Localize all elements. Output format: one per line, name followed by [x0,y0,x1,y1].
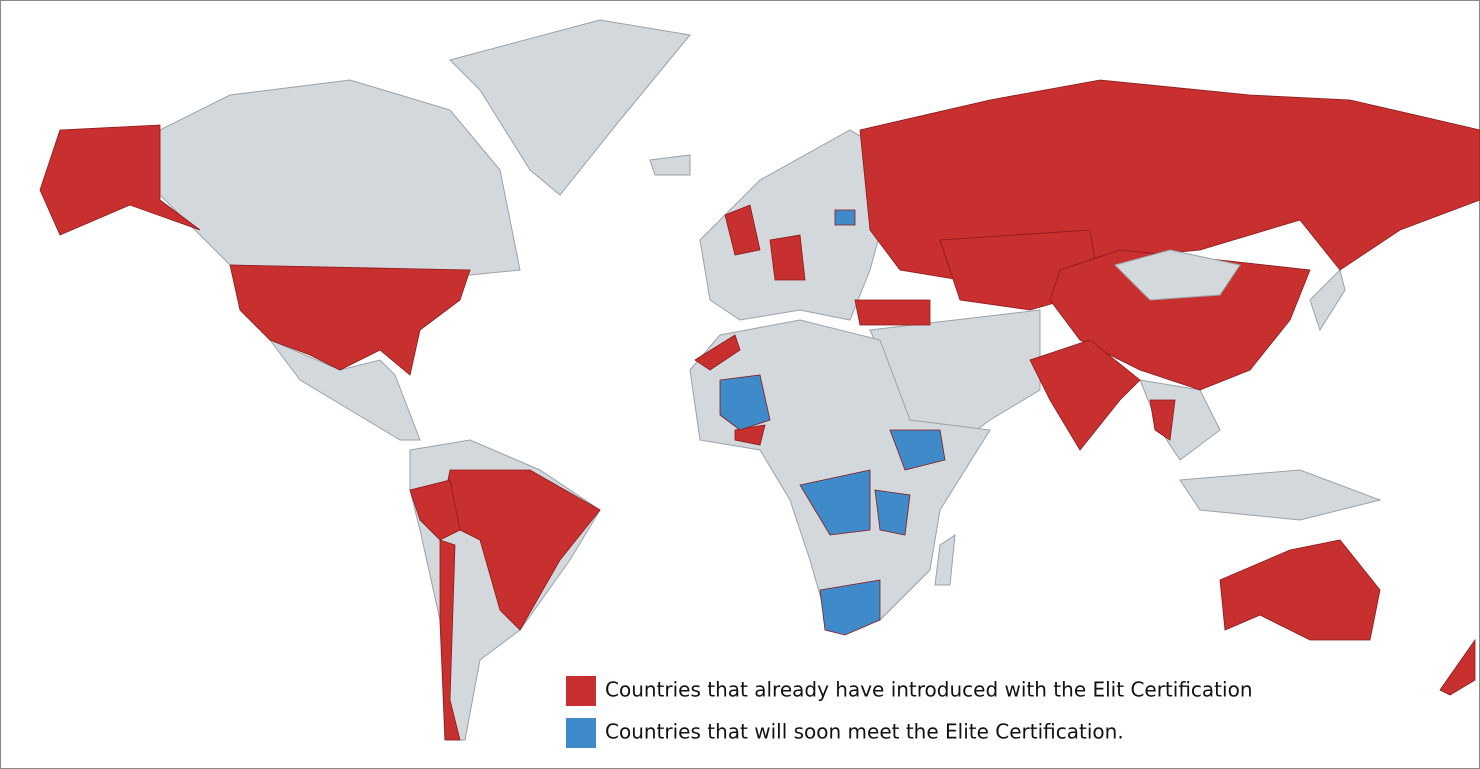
india [1029,339,1141,451]
legend: Countries that already have introduced w… [566,676,1253,748]
alaska [39,124,201,236]
south-africa [819,579,881,636]
central-america [268,338,421,441]
usa [229,264,471,376]
legend-swatch [566,676,596,706]
australia [1219,539,1381,641]
legend-swatch [566,718,596,748]
mali [719,374,771,431]
turkey [854,299,931,326]
certified-countries [39,79,1480,741]
canada [159,79,521,276]
madagascar [934,533,956,586]
morocco [694,334,741,371]
ethiopia [889,429,946,471]
russia [859,79,1480,281]
dr-congo [799,469,871,536]
burkina-faso [734,424,766,446]
uk [724,204,761,256]
tanzania [874,489,911,536]
indonesia [1179,469,1382,521]
chile [439,539,461,741]
iceland [649,154,691,176]
new-zealand [1439,638,1476,696]
thailand [1149,399,1176,441]
france [769,234,806,281]
europe [699,129,901,321]
greenland [449,19,691,196]
latvia [834,209,856,226]
peru [409,479,461,541]
legend-label: Countries that already have introduced w… [605,678,1253,702]
japan [1309,269,1346,332]
legend-label: Countries that will soon meet the Elite … [605,720,1124,744]
mongolia [1114,249,1241,301]
